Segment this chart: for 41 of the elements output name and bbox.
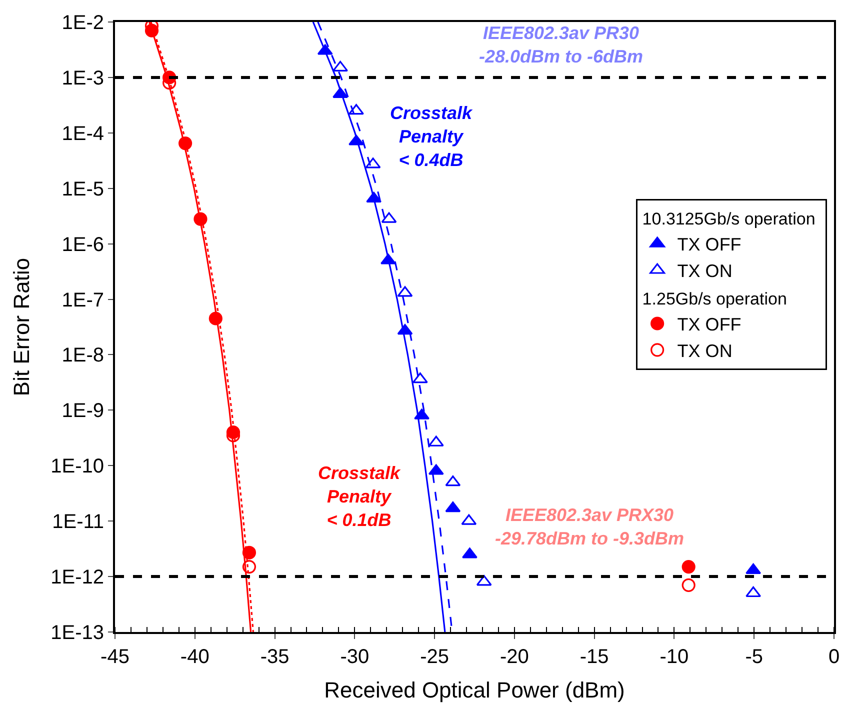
annotation: Crosstalk Penalty < 0.4dB — [390, 103, 474, 170]
annotation: IEEE802.3av PRX30 -29.78dBm to -9.3dBm — [495, 505, 684, 548]
y-tick-label: 1E-2 — [62, 12, 104, 34]
legend-label: TX ON — [677, 261, 732, 282]
legend-label: TX ON — [677, 340, 732, 361]
x-tick-label: -45 — [100, 646, 130, 668]
y-tick-label: 1E-3 — [62, 67, 104, 90]
annotation: Crosstalk Penalty < 0.1dB — [318, 463, 402, 530]
point — [348, 104, 364, 115]
x-tick-label: -35 — [260, 646, 290, 668]
point — [746, 586, 762, 598]
text: 1.25Gb/s operation — [642, 289, 787, 308]
x-tick-label: -5 — [745, 646, 764, 668]
y-tick-label: 1E-4 — [62, 122, 104, 145]
y-tick-label: 1E-13 — [50, 622, 104, 644]
point — [682, 578, 696, 592]
legend-label: TX OFF — [677, 314, 742, 335]
x-tick-label: -30 — [340, 646, 370, 668]
x-tick-label: -10 — [660, 646, 689, 668]
text: 10.3125Gb/s operation — [642, 209, 816, 228]
y-tick-label: 1E-6 — [62, 234, 104, 256]
x-tick-label: -40 — [180, 646, 210, 668]
point — [746, 563, 762, 574]
x-tick-label: 0 — [828, 646, 840, 668]
y-tick-label: 1E-5 — [62, 178, 104, 200]
y-tick-label: 1E-11 — [52, 511, 104, 534]
y-tick-label: 1E-8 — [62, 344, 104, 367]
x-tick-label: -20 — [500, 646, 529, 668]
point — [682, 560, 696, 574]
x-axis-title: Received Optical Power (dBm) — [324, 677, 625, 702]
point — [242, 560, 256, 574]
point — [414, 408, 430, 420]
y-axis-title: Bit Error Ratio — [8, 258, 34, 396]
x-tick-label: -25 — [420, 646, 450, 668]
legend-label: TX OFF — [677, 234, 742, 255]
y-tick-label: 1E-7 — [62, 289, 104, 312]
y-tick-label: 1E-12 — [50, 566, 104, 589]
y-tick-label: 1E-9 — [62, 400, 104, 422]
x-tick-label: -15 — [580, 646, 609, 668]
y-tick-label: 1E-10 — [50, 456, 104, 478]
annotation: IEEE802.3av PR30 -28.0dBm to -6dBm — [479, 23, 644, 66]
